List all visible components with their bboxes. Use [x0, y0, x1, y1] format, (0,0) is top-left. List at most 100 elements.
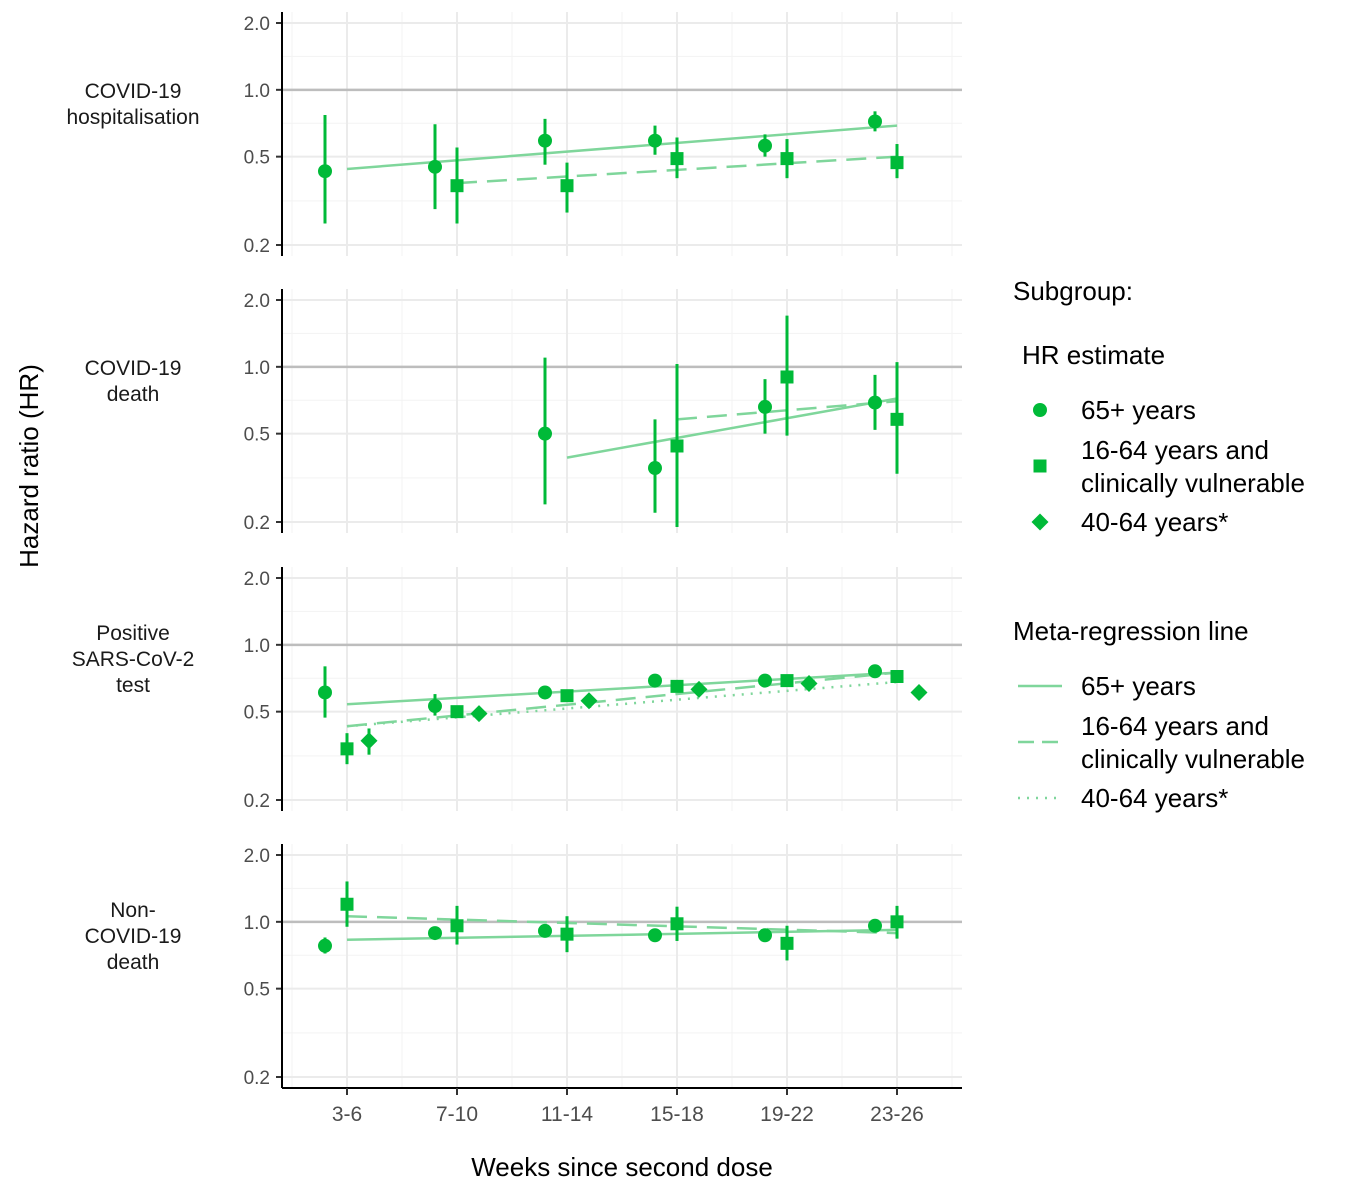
legend: Subgroup: HR estimate Meta-regression li…: [1013, 276, 1305, 813]
data-point: [340, 897, 354, 911]
data-point: [318, 938, 332, 953]
data-point: [450, 919, 464, 933]
panel-label: Positive: [96, 622, 170, 645]
data-point: [758, 673, 772, 688]
x-tick-label: 7-10: [436, 1103, 478, 1126]
panel-label: COVID-19: [85, 925, 182, 948]
y-tick-label: 2.0: [244, 846, 270, 867]
data-point: [470, 705, 488, 723]
data-point: [580, 692, 598, 710]
y-axis-title: Hazard ratio (HR): [14, 364, 44, 568]
legend-marker: [1033, 459, 1047, 473]
data-point: [780, 674, 794, 688]
panel-label: hospitalisation: [66, 106, 199, 129]
data-point: [758, 399, 772, 414]
data-point: [670, 679, 684, 693]
x-tick-label: 23-26: [870, 1103, 924, 1126]
data-point: [868, 395, 882, 410]
data-point: [538, 133, 552, 148]
data-point: [560, 179, 574, 193]
data-point: [890, 915, 904, 929]
data-point: [428, 699, 442, 714]
chart-panels: 0.20.51.02.0COVID-19hospitalisation0.20.…: [66, 12, 962, 1089]
y-tick-label: 0.5: [244, 703, 270, 724]
legend-label: 40-64 years*: [1081, 507, 1228, 537]
legend-label: clinically vulnerable: [1081, 744, 1305, 774]
x-tick-label: 3-6: [332, 1103, 362, 1126]
y-tick-label: 1.0: [244, 636, 270, 657]
data-point: [670, 152, 684, 166]
data-point: [340, 742, 354, 756]
data-point: [560, 689, 574, 703]
panel-4: 0.2 0.5 1.0 2.0 Non- COVID-19 death: [85, 844, 962, 1089]
y-tick-label: 1.0: [244, 81, 270, 102]
x-tick-label: 15-18: [650, 1103, 704, 1126]
trend-line: [346, 914, 898, 935]
legend-label: 65+ years: [1081, 395, 1196, 425]
panel-3: 0.2 0.5 1.0 2.0 Positive SARS-CoV-2 test: [72, 567, 962, 812]
data-point: [890, 156, 904, 170]
legend-label: 16-64 years and: [1081, 711, 1269, 741]
legend-marker: [1031, 513, 1049, 531]
data-point: [428, 926, 442, 941]
trend-line: [346, 671, 898, 706]
y-tick-label: 2.0: [244, 291, 270, 312]
panel-label: death: [107, 383, 160, 406]
y-tick-label: 0.2: [244, 513, 270, 534]
data-point: [450, 705, 464, 719]
data-point: [318, 685, 332, 700]
data-point: [890, 412, 904, 426]
data-point: [780, 152, 794, 166]
y-tick-label: 0.5: [244, 425, 270, 446]
data-point: [868, 918, 882, 933]
data-point: [560, 927, 574, 941]
y-tick-label: 0.5: [244, 148, 270, 169]
data-point: [648, 461, 662, 476]
data-point: [780, 936, 794, 950]
panel-label: SARS-CoV-2: [72, 648, 195, 671]
trend-line: [566, 397, 898, 459]
panel-label: Non-: [110, 899, 156, 922]
data-point: [868, 664, 882, 679]
legend-estimate-title: HR estimate: [1022, 340, 1165, 370]
x-axis-title: Weeks since second dose: [471, 1152, 773, 1180]
data-point: [648, 673, 662, 688]
legend-title: Subgroup:: [1013, 276, 1133, 306]
data-point: [360, 732, 378, 750]
legend-label: 65+ years: [1081, 671, 1196, 701]
trend-line: [676, 399, 898, 421]
data-point: [800, 674, 818, 692]
data-point: [910, 683, 928, 701]
data-point: [428, 159, 442, 174]
y-tick-label: 1.0: [244, 358, 270, 379]
data-point: [670, 439, 684, 453]
y-tick-label: 0.2: [244, 236, 270, 257]
data-point: [648, 928, 662, 943]
data-point: [318, 164, 332, 179]
y-tick-label: 0.2: [244, 1068, 270, 1089]
data-point: [758, 138, 772, 153]
data-point: [780, 370, 794, 384]
panel-label: COVID-19: [85, 80, 182, 103]
legend-marker: [1033, 403, 1047, 417]
x-tick-label: 19-22: [760, 1103, 814, 1126]
panel-label: death: [107, 951, 160, 974]
trend-line: [346, 680, 898, 728]
legend-label: 40-64 years*: [1081, 783, 1228, 813]
data-point: [450, 179, 464, 193]
panel-1: 0.2 0.5 1.0 2.0 COVID-19 hospitalisation: [66, 12, 962, 257]
data-point: [868, 114, 882, 129]
data-point: [758, 928, 772, 943]
x-axis: 3-6 7-10 11-14 15-18 19-22 23-26: [282, 1087, 962, 1126]
data-point: [538, 685, 552, 700]
data-point: [690, 680, 708, 698]
y-tick-label: 2.0: [244, 569, 270, 590]
legend-label: 16-64 years and: [1081, 435, 1269, 465]
panel-2: 0.2 0.5 1.0 2.0 COVID-19 death: [85, 289, 962, 534]
legend-line-title: Meta-regression line: [1013, 616, 1249, 646]
data-point: [648, 133, 662, 148]
y-tick-label: 0.2: [244, 791, 270, 812]
y-tick-label: 2.0: [244, 14, 270, 35]
x-tick-label: 11-14: [541, 1103, 593, 1126]
